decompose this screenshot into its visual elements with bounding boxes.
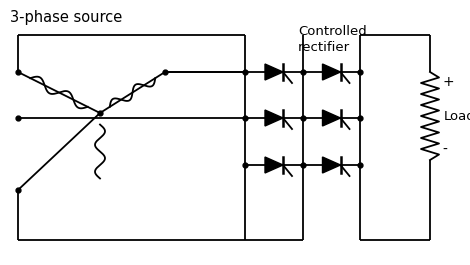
Text: Controlled
rectifier: Controlled rectifier — [298, 25, 367, 54]
Text: +: + — [442, 75, 454, 89]
Text: Load: Load — [444, 109, 470, 122]
Text: -: - — [442, 143, 447, 157]
Polygon shape — [265, 110, 283, 126]
Polygon shape — [265, 157, 283, 173]
Polygon shape — [322, 64, 340, 80]
Polygon shape — [322, 157, 340, 173]
Polygon shape — [322, 110, 340, 126]
Polygon shape — [265, 64, 283, 80]
Text: 3-phase source: 3-phase source — [10, 10, 122, 25]
